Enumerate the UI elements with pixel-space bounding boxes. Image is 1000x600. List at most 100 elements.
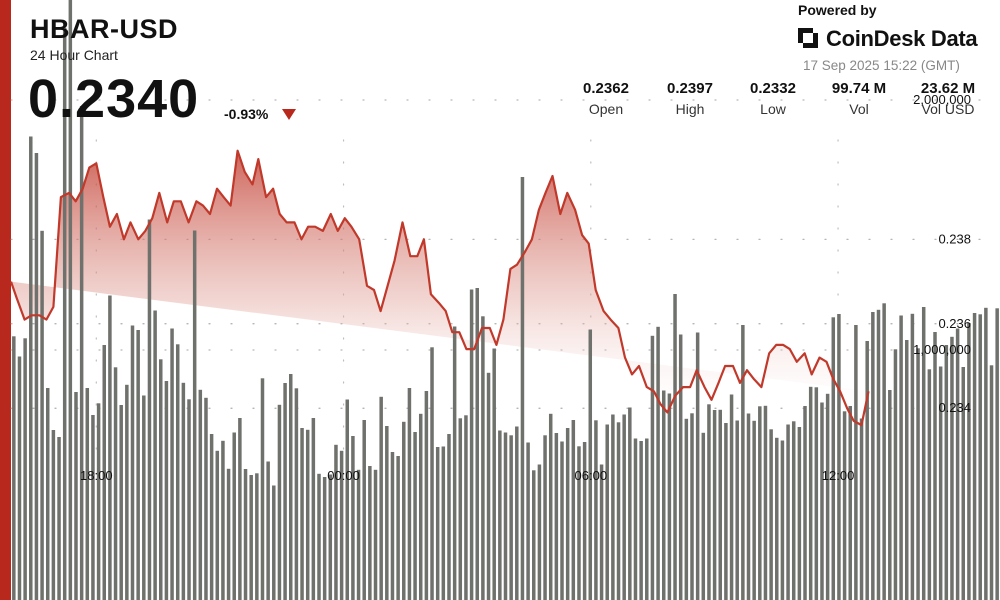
volume-bar [221,440,225,600]
volume-bar [978,314,982,600]
volume-bar [136,330,140,600]
volume-bar [175,344,180,600]
volume-bar [616,422,621,600]
volume-bar [882,303,886,600]
volume-bar [322,477,327,600]
volume-bar [509,435,513,600]
volume-bar [741,325,745,600]
volume-bar [938,366,943,600]
axis-tick-labels: 0.238 0.236 0.234 2,000,000 1,000,000 18:00 00… [80,92,971,483]
volume-bar [464,415,468,600]
volume-bar [435,447,440,600]
volume-bar [311,418,316,600]
stat-low: 0.2332 Low [733,80,813,117]
volume-bar [486,372,491,600]
volume-bar [29,136,33,600]
volume-bar [283,383,287,600]
volume-bar [452,326,457,600]
volume-bar [763,405,768,600]
volume-bar [605,424,609,600]
volume-bar [560,441,564,600]
volume-bar [735,420,739,600]
chart-title: HBAR-USD [30,14,178,44]
current-price: 0.2340 [28,69,200,129]
volume-bar [345,399,350,600]
volume-bar [170,328,174,600]
volume-bar [204,397,208,600]
volume-bar [266,461,270,600]
volume-bar [198,389,203,600]
volume-bar [294,388,299,600]
volume-bar [159,359,163,600]
volume-bar [260,378,265,600]
y-tick-label: 0.234 [938,400,971,415]
volume-bar [769,429,773,600]
volume-bar [854,325,858,600]
volume-bar [79,106,84,600]
volume-bar [12,336,16,600]
volume-bar [142,395,146,600]
volume-bar [588,329,593,600]
volume-bar [373,469,378,600]
volume-bar [288,374,293,600]
volume-bar [334,444,338,600]
volume-bar [803,406,807,600]
volume-bar [300,428,304,600]
volume-bar [820,402,824,600]
volume-tick-label: 2,000,000 [913,92,971,107]
volume-bar [503,432,508,600]
volume-bar [351,436,355,600]
volume-bar [950,336,954,600]
volume-bar [407,388,412,600]
volume-bar [921,307,926,600]
volume-bar [226,468,231,600]
volume-bar [933,332,937,600]
volume-bar [520,177,525,600]
volume-bar [413,432,417,600]
volume-bar [62,27,67,600]
volume-bar [356,469,361,600]
volume-bar [548,413,553,600]
volume-bar [51,430,56,600]
x-tick-label: 18:00 [80,468,113,483]
coindesk-logo: CoinDesk Data [798,24,978,54]
price-line [9,149,870,427]
volume-bar [582,442,587,600]
volume-bar [164,381,169,600]
volume-bar [91,415,95,600]
volume-bar [797,427,802,600]
volume-bar [808,386,813,600]
volume-bar [859,418,864,600]
volume-bar [249,475,253,600]
volume-bar [447,434,451,600]
volume-bar [695,332,700,600]
volume-bar [147,219,152,600]
volume-bar [893,349,898,600]
volume-bar [910,313,915,600]
volume-bar [243,469,248,600]
volume-bar [328,474,333,600]
volume-bar [944,345,949,600]
stat-open: 0.2362 Open [566,80,646,117]
volume-bar [554,433,559,600]
volume-bar [577,446,581,600]
volume-bar [786,424,790,600]
volume-bar [481,316,485,600]
stat-value: 0.2332 [750,80,796,97]
stat-high: 0.2397 High [650,80,730,117]
stat-label: Vol USD [921,101,975,117]
volume-bar [746,413,751,600]
volume-bar [277,404,282,600]
volume-bar [673,294,677,600]
volume-bar [661,390,666,600]
volume-bar [865,341,869,600]
volume-bar [305,429,310,600]
volume-bar [17,356,22,600]
volume-bar [492,348,496,600]
volume-bar [515,426,519,600]
powered-by-label: Powered by [798,2,877,18]
volume-bar [752,420,756,600]
volume-bar [475,288,479,600]
volume-bar [955,328,960,600]
